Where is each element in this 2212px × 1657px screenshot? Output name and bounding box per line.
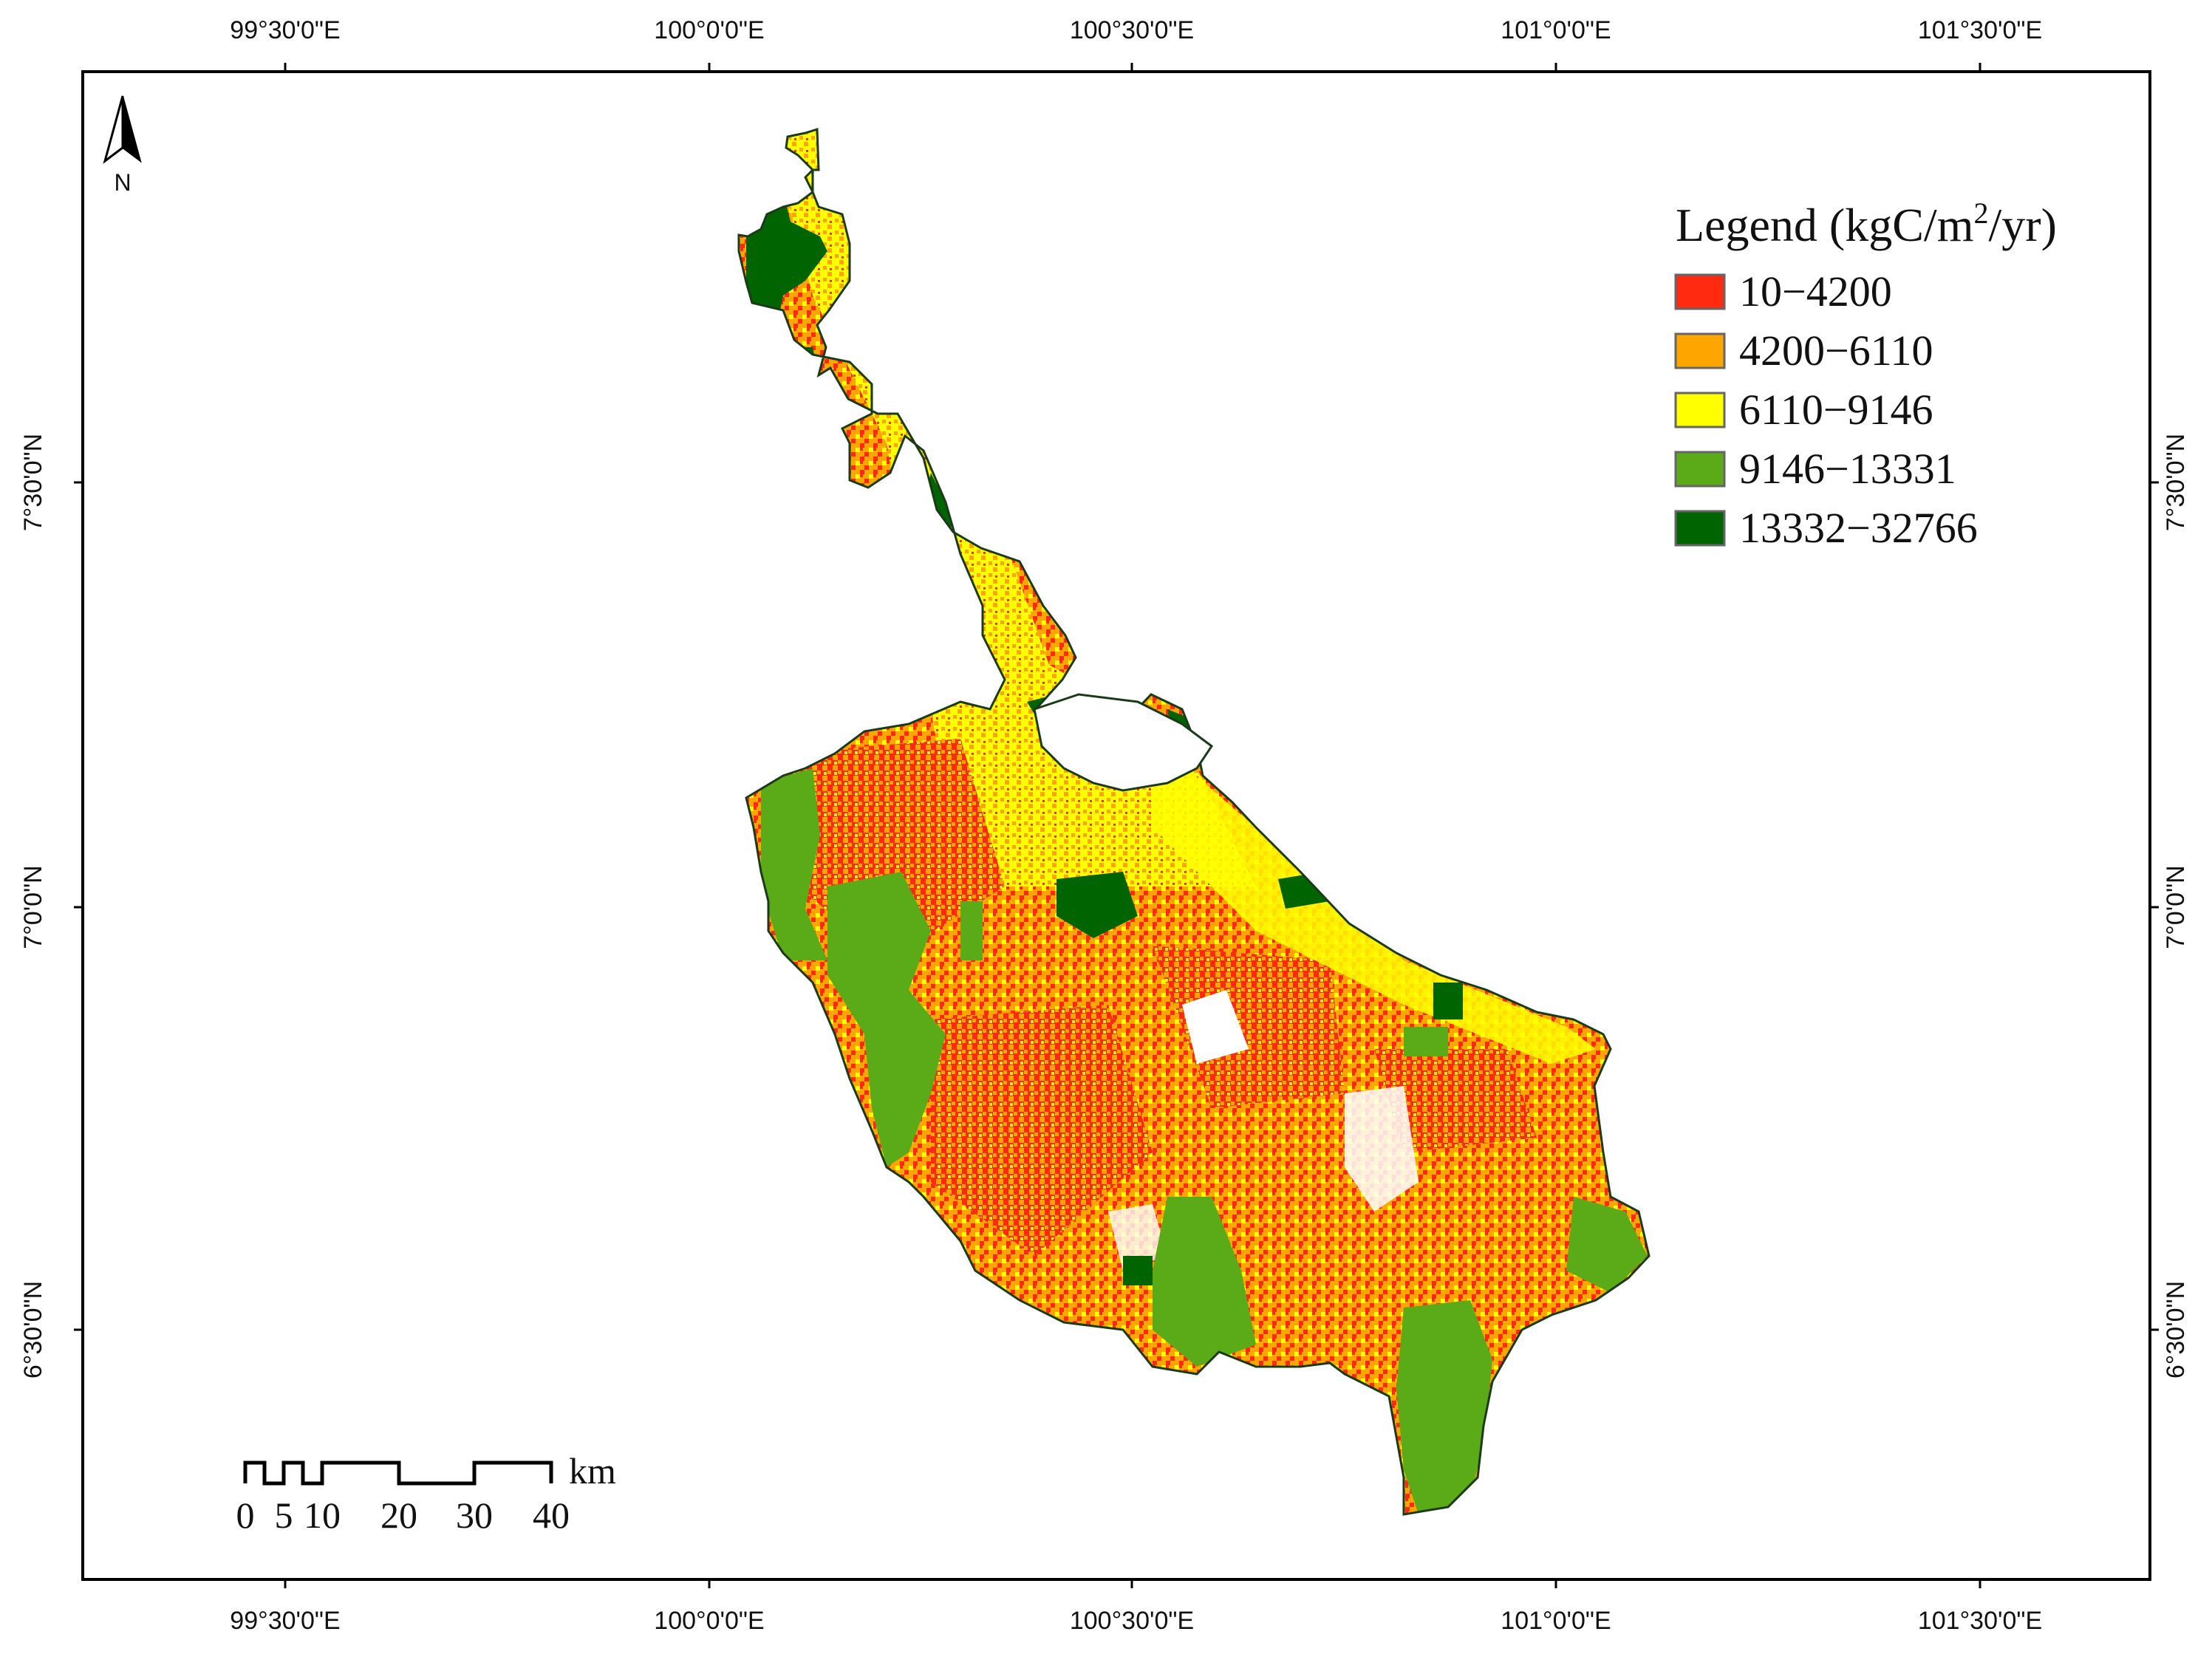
legend-title-superscript: 2 [1973,197,1988,230]
scale-bar-unit: km [569,1450,616,1492]
lagoon [1033,693,1214,792]
scale-bar: km 0 5 10 20 30 40 [236,1450,617,1536]
scale-bar-label-0: 0 [236,1494,255,1536]
legend-label-3: 6110−9146 [1739,386,1933,434]
scale-bar-label-20: 20 [380,1494,417,1536]
lon-label-bottom-4: 101°0'0"E [1501,1607,1611,1635]
legend-label-1: 10−4200 [1739,267,1892,315]
lat-label-left-1: 7°30'0"N [19,434,47,531]
legend-swatch-1 [1674,273,1726,310]
lon-label-bottom-1: 99°30'0"E [230,1607,340,1635]
north-arrow: N [103,95,142,196]
legend-swatch-3 [1674,392,1726,428]
lat-label-left-2: 7°0'0"N [19,865,47,949]
legend-swatch-5 [1674,510,1726,547]
legend-label-2: 4200−6110 [1739,327,1933,375]
lon-label-top-4: 101°0'0"E [1501,16,1611,44]
legend-label-4: 9146−13331 [1739,445,1956,493]
lon-label-bottom-3: 100°30'0"E [1070,1607,1194,1635]
scale-bar-line [243,1460,553,1486]
lon-label-top-2: 100°0'0"E [654,16,764,44]
lat-label-right-3: 6°30'0"N [2162,1281,2190,1378]
lon-label-bottom-2: 100°0'0"E [654,1607,764,1635]
legend-swatch-4 [1674,451,1726,488]
legend: Legend (kgC/m2/yr) 10−4200 4200−6110 611… [1674,197,2057,552]
latitude-ticks [74,481,2159,1331]
legend-label-5: 13332−32766 [1739,504,1978,552]
scale-bar-label-10: 10 [304,1494,341,1536]
legend-title-suffix: /yr) [1988,199,2056,251]
lat-label-left-3: 6°30'0"N [19,1281,47,1378]
lon-label-top-3: 100°30'0"E [1070,16,1194,44]
lat-label-right-2: 7°0'0"N [2162,865,2190,949]
lon-label-bottom-5: 101°30'0"E [1918,1607,2042,1635]
longitude-ticks [284,63,1981,1588]
lon-label-top-5: 101°30'0"E [1918,16,2042,44]
legend-swatch-2 [1674,332,1726,369]
scale-bar-label-30: 30 [456,1494,493,1536]
scale-bar-label-40: 40 [533,1494,570,1536]
north-arrow-label: N [114,169,131,196]
legend-title-prefix: Legend (kgC/m [1676,199,1973,251]
scale-bar-label-5: 5 [275,1494,293,1536]
lon-label-top-1: 99°30'0"E [230,16,340,44]
legend-title: Legend (kgC/m2/yr) [1676,197,2057,251]
lat-label-right-1: 7°30'0"N [2162,434,2190,531]
